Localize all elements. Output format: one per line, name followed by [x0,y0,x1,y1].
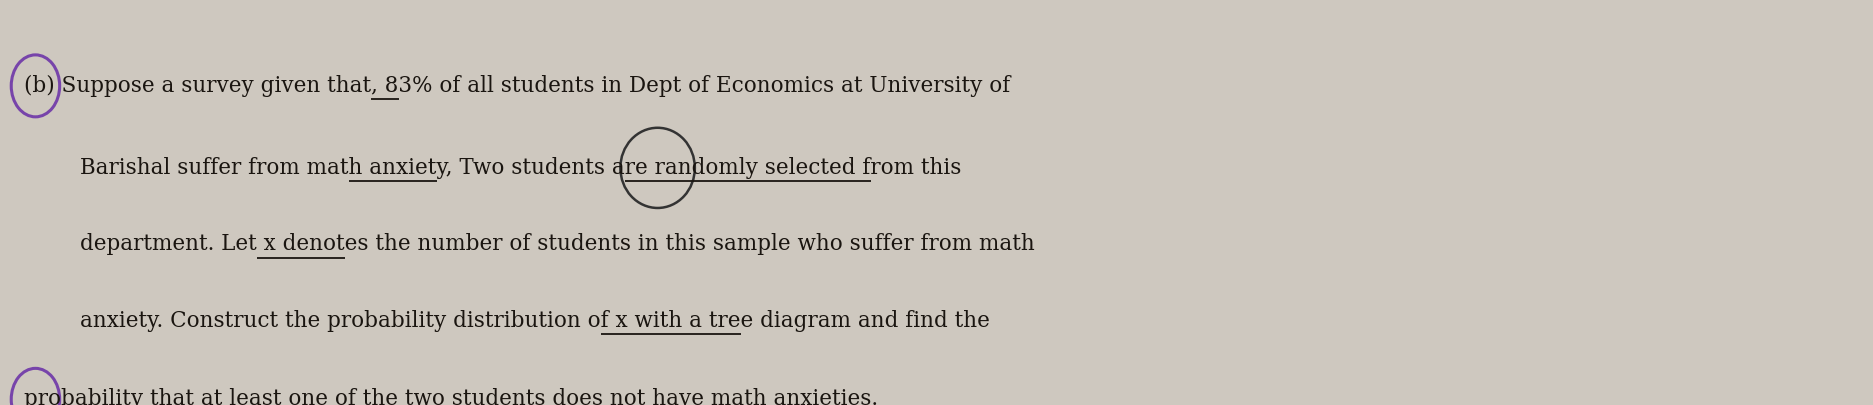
Text: (b) Suppose a survey given that, 83% of all students in Dept of Economics at Uni: (b) Suppose a survey given that, 83% of … [24,75,1010,97]
Text: probability that at least one of the two students does not have math anxieties.: probability that at least one of the two… [24,388,878,405]
Text: anxiety. Construct the probability distribution of x with a tree diagram and fin: anxiety. Construct the probability distr… [81,310,989,332]
Text: Barishal suffer from math anxiety, Two students are randomly selected from this: Barishal suffer from math anxiety, Two s… [81,157,961,179]
Text: department. Let x denotes the number of students in this sample who suffer from : department. Let x denotes the number of … [81,233,1034,256]
